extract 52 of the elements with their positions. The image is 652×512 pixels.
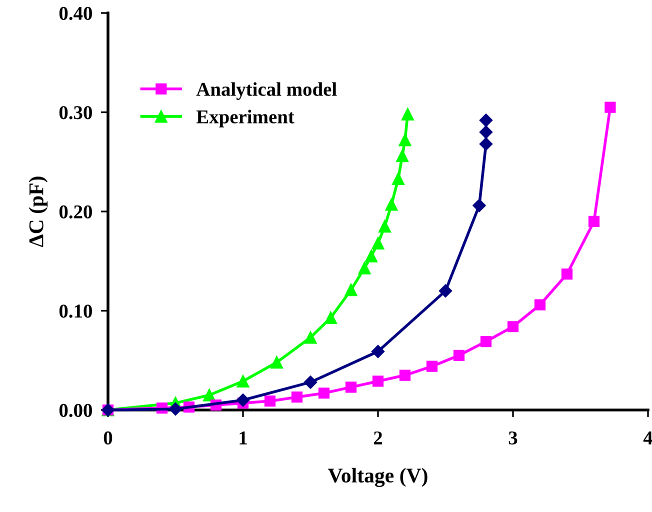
point: [472, 198, 486, 212]
point: [479, 126, 493, 139]
point: [385, 198, 398, 211]
x-tick-label: 4: [643, 432, 652, 444]
point: [371, 344, 385, 358]
point: [236, 374, 250, 388]
point: [344, 284, 358, 296]
point: [561, 268, 573, 280]
point: [372, 237, 384, 250]
point: [372, 376, 384, 387]
point: [479, 137, 493, 151]
point: [396, 150, 409, 162]
y-tick-label: 0.30: [59, 106, 92, 120]
point: [365, 250, 378, 262]
point: [604, 102, 616, 113]
point: [392, 172, 404, 185]
point: [479, 114, 493, 127]
point: [438, 284, 452, 298]
point: [588, 216, 600, 227]
y-tick-label: 0.10: [59, 304, 92, 318]
point: [453, 350, 465, 361]
point: [264, 396, 276, 407]
legend-label: Analytical model: [196, 82, 337, 100]
x-tick-label: 2: [374, 431, 382, 444]
point: [480, 336, 492, 348]
point: [507, 321, 519, 332]
point: [304, 376, 318, 389]
point: [399, 370, 411, 381]
x-tick-label: 1: [240, 431, 247, 444]
y-axis-title: ΔC (pF): [28, 176, 48, 247]
x-tick-label: 0: [104, 431, 112, 445]
point: [345, 382, 357, 393]
y-tick-label: 0.00: [59, 404, 92, 418]
point: [398, 134, 412, 146]
point: [168, 402, 182, 416]
point: [401, 108, 414, 120]
point: [358, 262, 371, 274]
y-tick-label: 0.20: [59, 205, 92, 219]
point: [534, 299, 546, 310]
x-tick-label: 3: [508, 431, 518, 445]
point: [203, 388, 216, 402]
point: [426, 360, 438, 372]
point: [304, 331, 317, 344]
point: [291, 392, 303, 403]
point: [270, 356, 283, 369]
point: [318, 388, 330, 399]
point: [236, 393, 250, 407]
legend-label: Experiment: [196, 110, 294, 128]
x-axis-title: Voltage (V): [328, 468, 428, 487]
point: [378, 220, 391, 233]
point: [324, 311, 337, 324]
y-tick-label: 0.40: [59, 6, 92, 20]
